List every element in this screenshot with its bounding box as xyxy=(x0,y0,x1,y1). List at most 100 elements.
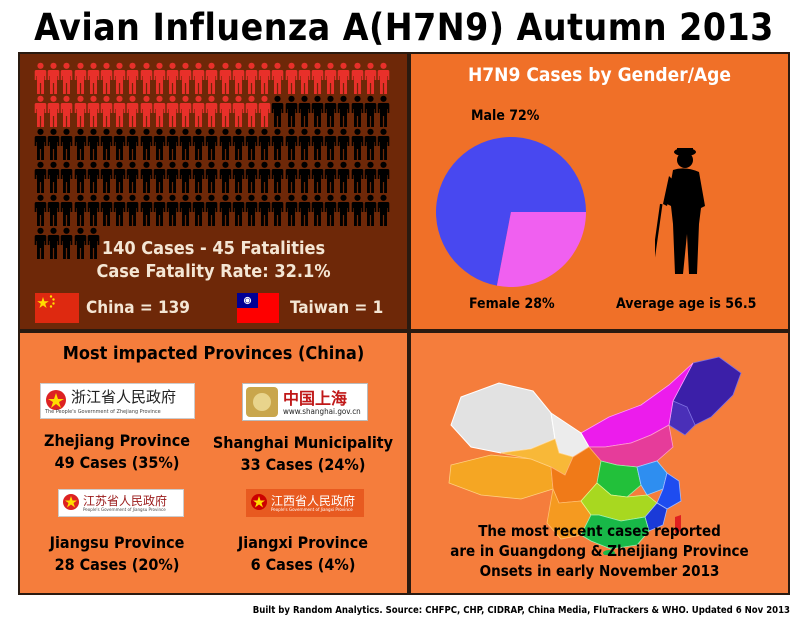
person-fatality-icon xyxy=(47,62,60,95)
person-case-icon xyxy=(271,194,284,227)
person-case-icon xyxy=(311,194,324,227)
person-fatality-icon xyxy=(271,62,284,95)
person-case-icon xyxy=(179,161,192,194)
source-credit: Built by Random Analytics. Source: CHFPC… xyxy=(252,605,790,616)
person-case-icon xyxy=(87,161,100,194)
person-case-icon xyxy=(113,161,126,194)
person-case-icon xyxy=(34,161,47,194)
jiangxi-logo-text: 江西省人民政府 xyxy=(271,494,356,508)
pictogram-row xyxy=(34,128,404,161)
person-fatality-icon xyxy=(100,95,113,128)
zhejiang-logo-subtext: The People's Government of Zhejiang Prov… xyxy=(45,409,161,415)
person-fatality-icon xyxy=(364,62,377,95)
person-case-icon xyxy=(245,194,258,227)
jiangxi-government-logo: 江西省人民政府 People's Government of Jiangxi P… xyxy=(246,489,364,517)
person-fatality-icon xyxy=(47,95,60,128)
shanghai-emblem-icon xyxy=(246,387,278,417)
person-case-icon xyxy=(245,128,258,161)
person-case-icon xyxy=(232,128,245,161)
person-fatality-icon xyxy=(285,62,298,95)
person-fatality-icon xyxy=(205,95,218,128)
person-fatality-icon xyxy=(113,95,126,128)
map-region-hainan xyxy=(603,550,615,555)
person-case-icon xyxy=(364,194,377,227)
person-case-icon xyxy=(87,194,100,227)
map-region-guangdong-guangxi xyxy=(580,514,650,550)
person-case-icon xyxy=(298,128,311,161)
person-case-icon xyxy=(337,194,350,227)
person-fatality-icon xyxy=(74,95,87,128)
person-case-icon xyxy=(166,161,179,194)
person-case-icon xyxy=(298,95,311,128)
elderly-man-silhouette-icon xyxy=(655,148,705,274)
person-case-icon xyxy=(153,161,166,194)
person-case-icon xyxy=(311,161,324,194)
pictogram-row xyxy=(34,161,404,194)
provinces-title: Most impacted Provinces (China) xyxy=(62,343,365,364)
person-case-icon xyxy=(205,194,218,227)
person-fatality-icon xyxy=(245,62,258,95)
person-fatality-icon xyxy=(140,62,153,95)
person-case-icon xyxy=(74,128,87,161)
person-case-icon xyxy=(100,128,113,161)
gender-pie-chart xyxy=(436,137,586,287)
taiwan-flag-icon xyxy=(237,293,279,323)
person-fatality-icon xyxy=(113,62,126,95)
person-case-icon xyxy=(34,227,47,260)
jiangxi-logo-subtext: People's Government of Jiangxi Province xyxy=(271,508,353,513)
person-fatality-icon xyxy=(298,62,311,95)
person-case-icon xyxy=(100,161,113,194)
person-case-icon xyxy=(192,194,205,227)
china-flag-icon xyxy=(35,293,79,323)
person-case-icon xyxy=(100,194,113,227)
person-case-icon xyxy=(377,128,390,161)
person-case-icon xyxy=(219,161,232,194)
person-fatality-icon xyxy=(166,95,179,128)
person-fatality-icon xyxy=(192,95,205,128)
person-fatality-icon xyxy=(258,62,271,95)
person-fatality-icon xyxy=(87,62,100,95)
person-case-icon xyxy=(126,194,139,227)
person-fatality-icon xyxy=(324,62,337,95)
person-case-icon xyxy=(74,227,87,260)
person-case-icon xyxy=(219,128,232,161)
person-fatality-icon xyxy=(219,95,232,128)
person-fatality-icon xyxy=(74,62,87,95)
person-fatality-icon xyxy=(34,62,47,95)
person-case-icon xyxy=(364,161,377,194)
person-case-icon xyxy=(34,128,47,161)
province-jiangsu-name: Jiangsu Province xyxy=(49,533,185,552)
person-case-icon xyxy=(166,128,179,161)
person-fatality-icon xyxy=(205,62,218,95)
person-case-icon xyxy=(47,161,60,194)
person-case-icon xyxy=(364,128,377,161)
person-case-icon xyxy=(324,161,337,194)
person-case-icon xyxy=(47,128,60,161)
zhejiang-government-logo: 浙江省人民政府 The People's Government of Zheji… xyxy=(40,383,195,419)
person-case-icon xyxy=(140,161,153,194)
person-case-icon xyxy=(285,161,298,194)
person-case-icon xyxy=(153,128,166,161)
province-shanghai-name: Shanghai Municipality xyxy=(212,433,394,452)
person-fatality-icon xyxy=(311,62,324,95)
person-fatality-icon xyxy=(245,95,258,128)
person-case-icon xyxy=(60,161,73,194)
shanghai-government-logo: 中国上海 www.shanghai.gov.cn xyxy=(242,383,368,421)
person-case-icon xyxy=(271,95,284,128)
person-fatality-icon xyxy=(60,95,73,128)
person-case-icon xyxy=(87,227,100,260)
person-fatality-icon xyxy=(179,62,192,95)
person-case-icon xyxy=(205,161,218,194)
china-map-panel: The most recent cases reported are in Gu… xyxy=(409,331,790,595)
person-case-icon xyxy=(377,161,390,194)
person-case-icon xyxy=(113,128,126,161)
person-case-icon xyxy=(245,161,258,194)
person-fatality-icon xyxy=(219,62,232,95)
person-case-icon xyxy=(377,95,390,128)
person-fatality-icon xyxy=(153,95,166,128)
cases-pictogram-panel: 140 Cases - 45 Fatalities Case Fatality … xyxy=(18,52,409,331)
person-case-icon xyxy=(153,194,166,227)
person-case-icon xyxy=(285,95,298,128)
person-case-icon xyxy=(285,128,298,161)
china-provinces-map xyxy=(448,356,742,555)
